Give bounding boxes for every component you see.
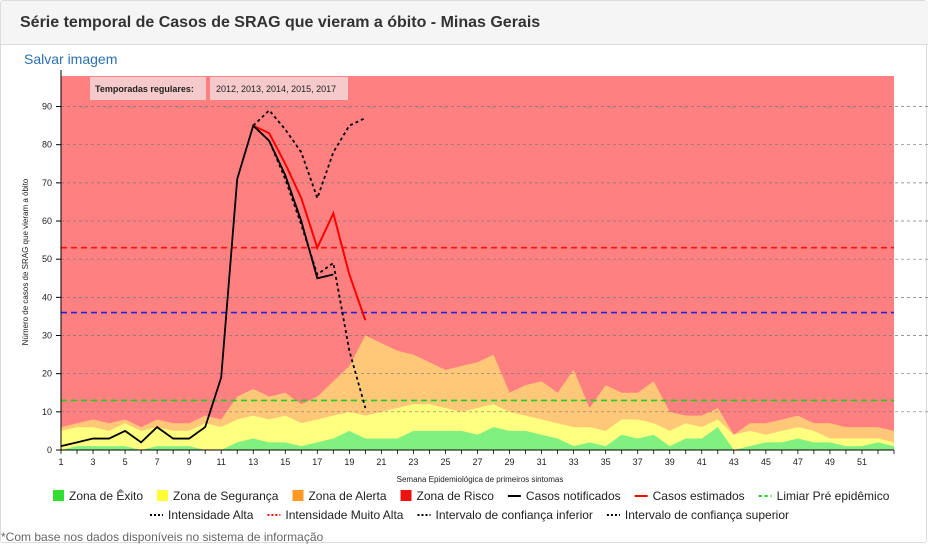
x-tick-label: 19 [344,457,354,467]
legend-item: Intensidade Alta [150,508,254,522]
thresholds-layer [61,246,894,402]
x-tick-label: 49 [825,457,835,467]
x-tick-label: 21 [376,457,386,467]
legend-swatch [157,490,169,501]
x-tick-label: 43 [729,457,739,467]
legend-label: Zona de Alerta [308,489,386,503]
annotation-box: Temporadas regulares: 2012, 2013, 2014, … [90,77,348,100]
page-title: Série temporal de Casos de SRAG que vier… [20,14,541,31]
legend-item: Zona de Risco [400,489,495,503]
x-tick-label: 7 [155,457,160,467]
x-tick-label: 13 [248,457,258,467]
y-tick-label: 60 [42,216,52,226]
x-tick-label: 33 [569,457,579,467]
x-tick-label: 15 [280,457,290,467]
x-tick-label: 31 [537,457,547,467]
x-tick-label: 11 [217,457,226,467]
x-tick-label: 29 [505,457,515,467]
legend-label: Intervalo de confiança inferior [435,508,592,522]
legend-label: Zona de Êxito [69,488,143,503]
legend-label: Limiar Pré epidêmico [777,489,890,503]
zones-layer [61,76,894,450]
annotation-value: 2012, 2013, 2014, 2015, 2017 [216,84,336,94]
x-tick-label: 3 [91,457,96,467]
line-intervalo-superior [252,109,366,201]
legend-label: Casos estimados [653,489,745,503]
x-tick-label: 25 [440,457,450,467]
x-tick-label: 51 [857,457,867,467]
x-tick-label: 39 [665,457,675,467]
series-layer [60,109,367,448]
save-image-link[interactable]: Salvar imagem [24,51,118,67]
legend-item: Zona de Segurança [157,489,279,503]
legend-item: Zona de Êxito [53,488,143,503]
legend: Zona de Êxito Zona de Segurança Zona de Al… [53,488,890,522]
legend-swatch [53,490,64,501]
legend-item: Intervalo de confiança superior [606,508,789,522]
line-casos-notificados [60,123,334,448]
legend-label: Intensidade Muito Alta [285,508,403,522]
footnote: *Com base nos dados disponíveis no siste… [1,530,324,544]
legend-item: Casos notificados [507,489,621,503]
y-tick-label: 90 [42,102,52,112]
legend-label: Intensidade Alta [168,508,254,522]
x-tick-label: 37 [633,457,643,467]
x-tick-label: 17 [312,457,322,467]
legend-label: Casos notificados [526,489,621,503]
x-tick-label: 27 [472,457,482,467]
y-tick-label: 20 [42,369,52,379]
legend-swatch [400,490,412,501]
annotation-label: Temporadas regulares: [95,84,194,94]
y-tick-label: 0 [47,445,52,455]
y-tick-label: 80 [42,140,52,150]
zone-risco [61,76,894,450]
legend-swatch [292,490,304,501]
legend-item: Intervalo de confiança inferior [417,508,593,522]
x-tick-label: 47 [793,457,803,467]
annotation-value-bg [210,77,348,100]
x-tick-label: 41 [697,457,707,467]
x-tick-label: 1 [58,457,63,467]
legend-label: Intervalo de confiança superior [625,508,789,522]
y-tick-label: 10 [42,407,52,417]
x-tick-label: 45 [761,457,771,467]
y-tick-label: 40 [42,292,52,302]
x-axis-label: Semana Epidemiológica de primeiros sinto… [397,475,564,484]
x-tick-label: 5 [123,457,128,467]
x-tick-label: 35 [601,457,611,467]
y-tick-label: 30 [42,331,52,341]
annotation-label-bg [90,77,206,100]
y-axis-label: Número de casos de SRAG que vieram a óbi… [21,178,30,345]
x-tick-label: 9 [187,457,192,467]
legend-item: Limiar Pré epidêmico [758,489,890,503]
legend-item: Zona de Alerta [292,489,387,503]
legend-label: Zona de Segurança [173,489,279,503]
zone-exito [61,427,894,450]
panel-header: Série temporal de Casos de SRAG que vier… [1,1,928,45]
legend-item: Casos estimados [634,489,745,503]
line-casos-estimados [252,124,367,321]
legend-label: Zona de Risco [417,489,495,503]
x-tick-label: 23 [408,457,418,467]
grid-layer [61,106,928,413]
y-tick-label: 50 [42,254,52,264]
legend-item: Intensidade Muito Alta [267,508,404,522]
y-tick-label: 70 [42,178,52,188]
